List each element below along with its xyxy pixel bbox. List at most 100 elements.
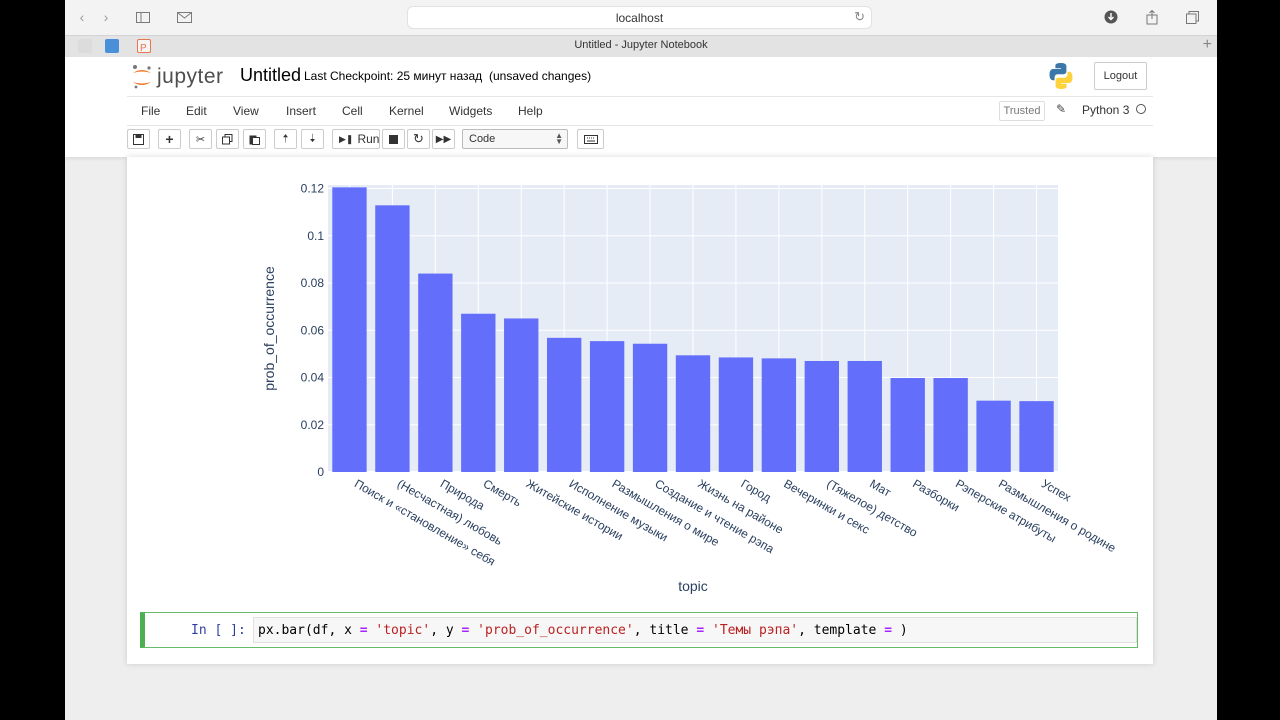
y-tick-label: 0.06 <box>301 323 325 337</box>
favorite-icon[interactable] <box>78 39 92 53</box>
bar[interactable] <box>332 187 367 473</box>
bar[interactable] <box>847 360 882 472</box>
logo-text: jupyter <box>157 65 224 88</box>
tab-bar: P Untitled - Jupyter Notebook + <box>65 35 1217 58</box>
x-tick-label: Мат <box>867 476 894 499</box>
fast-forward-icon: ▶▶ <box>435 133 452 145</box>
restart-run-all-button[interactable]: ▶▶ <box>432 129 455 149</box>
y-tick-label: 0.12 <box>301 182 325 196</box>
copy-icon <box>222 133 233 144</box>
jupyter-header: jupyter Untitled Last Checkpoint: 25 мин… <box>65 57 1217 157</box>
arrow-down-icon: 🠣 <box>309 132 316 145</box>
menu-insert[interactable]: Insert <box>286 104 317 118</box>
bar[interactable] <box>632 343 668 472</box>
bar[interactable] <box>547 337 582 472</box>
restart-button[interactable]: ↻ <box>407 129 430 149</box>
bookmark-icon[interactable] <box>105 39 119 53</box>
browser-window: ‹ › localhost ↻ P Untitled - Jupyter Not… <box>65 0 1217 720</box>
trusted-badge[interactable]: Trusted <box>999 101 1045 121</box>
notebook-container: 0 0.02 0.04 0.06 0.08 0.1 0.12 Поиск и «станов… <box>127 157 1153 664</box>
stop-icon <box>389 134 398 144</box>
code-text: px.bar(df, x = 'topic', y = 'prob_of_occ… <box>258 623 908 638</box>
reload-icon[interactable]: ↻ <box>854 9 865 24</box>
tabs-overview-icon[interactable] <box>1183 8 1201 26</box>
bar[interactable] <box>461 313 496 472</box>
code-editor[interactable]: px.bar(df, x = 'topic', y = 'prob_of_occ… <box>253 617 1137 643</box>
kernel-idle-icon <box>1136 104 1146 114</box>
bar[interactable] <box>890 377 925 472</box>
insert-cell-button[interactable]: + <box>158 129 181 149</box>
y-axis-label: prob_of_occurrence <box>261 266 277 391</box>
bar[interactable] <box>675 355 711 472</box>
pinned-site-icon[interactable]: P <box>137 39 151 54</box>
move-up-button[interactable]: 🠡 <box>274 129 297 149</box>
select-arrows-icon: ▲ ▼ <box>555 131 563 146</box>
logout-button[interactable]: Logout <box>1094 62 1147 90</box>
bar-chart: 00.020.040.060.080.10.12 Поиск и «станов… <box>261 182 1119 594</box>
paste-icon <box>249 135 260 145</box>
command-palette-button[interactable] <box>577 129 604 149</box>
arrow-up-icon: 🠡 <box>282 132 289 145</box>
tab-title[interactable]: Untitled - Jupyter Notebook <box>574 39 708 51</box>
share-icon[interactable] <box>1143 8 1161 26</box>
svg-text:P: P <box>140 43 147 53</box>
mail-icon[interactable] <box>175 8 193 26</box>
sidebar-icon[interactable] <box>135 8 151 26</box>
x-tick-label: Смерть <box>481 476 524 509</box>
run-label: Run <box>357 132 380 146</box>
download-icon[interactable] <box>1102 8 1120 26</box>
copy-button[interactable] <box>216 129 239 149</box>
bar[interactable] <box>589 341 625 472</box>
x-tick-label: Разборки <box>910 476 962 514</box>
step-forward-icon: ▶❚ <box>339 133 354 144</box>
back-icon[interactable]: ‹ <box>79 9 85 25</box>
bar[interactable] <box>761 358 797 472</box>
kernel-name[interactable]: Python 3 <box>1082 103 1130 117</box>
code-cell[interactable]: In [ ]: px.bar(df, x = 'topic', y = 'pro… <box>140 612 1138 648</box>
menu-view[interactable]: View <box>233 104 259 118</box>
bar[interactable] <box>718 357 754 472</box>
python-logo-icon <box>1049 63 1073 89</box>
y-tick-label: 0.02 <box>301 418 325 432</box>
save-button[interactable] <box>127 129 150 149</box>
menu-cell[interactable]: Cell <box>342 104 363 118</box>
bar[interactable] <box>804 360 839 472</box>
run-button[interactable]: ▶❚ Run <box>332 129 380 149</box>
y-tick-label: 0 <box>317 465 324 479</box>
menu-kernel[interactable]: Kernel <box>389 104 424 118</box>
forward-icon[interactable]: › <box>103 9 109 25</box>
paste-button[interactable] <box>243 129 266 149</box>
restart-icon: ↻ <box>413 131 424 146</box>
edit-pencil-icon[interactable]: ✎ <box>1056 102 1067 116</box>
bar[interactable] <box>504 318 539 472</box>
scissors-icon: ✂ <box>195 133 206 146</box>
menu-bar: File Edit View Insert Cell Kernel Widget… <box>127 96 1153 126</box>
notebook-title[interactable]: Untitled <box>240 65 302 85</box>
menu-help[interactable]: Help <box>518 104 543 118</box>
menu-edit[interactable]: Edit <box>186 104 207 118</box>
cut-button[interactable]: ✂ <box>189 129 212 149</box>
cell-type-select[interactable]: Code ▲ ▼ <box>462 129 568 149</box>
move-down-button[interactable]: 🠣 <box>301 129 324 149</box>
save-icon <box>133 133 144 145</box>
bar[interactable] <box>976 400 1011 472</box>
y-tick-label: 0.04 <box>301 371 325 385</box>
jupyter-logo[interactable]: jupyter <box>131 63 224 91</box>
bar[interactable] <box>418 273 453 472</box>
x-axis-label: topic <box>678 578 708 594</box>
interrupt-button[interactable] <box>382 129 405 149</box>
bar[interactable] <box>1019 401 1054 472</box>
y-tick-label: 0.1 <box>307 229 324 243</box>
url-text: localhost <box>615 10 664 25</box>
address-bar[interactable]: localhost ↻ <box>408 7 871 28</box>
new-tab-icon[interactable]: + <box>1202 36 1212 53</box>
plus-icon: + <box>165 131 174 147</box>
menu-widgets[interactable]: Widgets <box>449 104 493 118</box>
bar[interactable] <box>375 205 410 473</box>
y-tick-label: 0.08 <box>301 276 325 290</box>
unsaved-status: (unsaved changes) <box>489 69 592 83</box>
cell-prompt: In [ ]: <box>191 623 246 638</box>
bar[interactable] <box>933 377 968 472</box>
cell-type-value: Code <box>469 133 496 145</box>
menu-file[interactable]: File <box>141 104 161 118</box>
